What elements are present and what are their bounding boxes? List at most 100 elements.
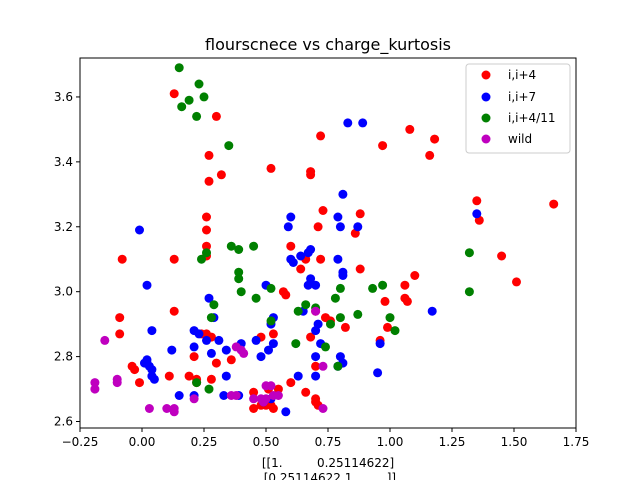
data-points [90,63,559,417]
data-point [261,381,271,391]
data-point [239,348,249,358]
data-point [549,199,559,209]
data-point [385,313,395,323]
data-point [249,394,259,404]
data-point [197,254,206,264]
data-point [373,368,383,378]
data-point [311,280,321,290]
data-point [204,150,214,160]
data-point [234,267,244,277]
data-point [149,374,159,384]
data-point [353,222,363,232]
x-tick-label: 1.75 [563,435,590,449]
data-point [211,358,221,368]
data-point [313,222,323,232]
x-axis-label-line-1: [[1. 0.25114622] [262,456,394,470]
data-point [296,264,306,274]
data-point [202,241,211,251]
data-point [199,92,209,102]
data-point [333,254,343,264]
data-point [338,271,348,280]
data-point [189,394,199,404]
legend-label-i-i-7: i,i+7 [508,90,536,104]
data-point [335,313,345,323]
data-point [192,111,202,121]
data-point [177,102,187,112]
data-point [249,404,259,413]
data-point [301,387,311,397]
y-tick-label: 3.6 [54,90,73,104]
data-point [311,352,321,362]
chart-title: flourscnece vs charge_kurtosis [205,35,451,55]
data-point [189,352,199,362]
data-point [216,170,226,180]
data-point [306,170,316,180]
data-point [204,384,214,394]
data-point [144,404,154,413]
data-point [169,89,179,99]
data-point [236,287,246,297]
data-point [221,345,231,355]
data-point [427,306,437,316]
data-point [472,196,482,206]
x-tick-label: 1.25 [439,435,466,449]
legend-marker-i-i-7 [481,92,491,102]
x-axis-label-line-2: [0.25114622 1. ]] [260,471,396,480]
data-point [221,371,231,381]
y-tick-label: 3.2 [54,220,73,234]
data-point [162,404,172,413]
data-point [115,329,125,339]
data-point [333,212,343,222]
data-point [130,365,140,375]
data-point [249,241,259,251]
data-point [226,355,236,365]
data-point [368,283,378,293]
data-point [112,378,122,388]
data-point [266,283,276,293]
data-point [311,361,321,371]
data-point [283,222,293,232]
data-point [306,274,316,284]
series-wild [90,306,328,417]
data-point [202,212,211,222]
data-point [311,306,321,316]
y-tick-label: 2.8 [54,350,73,364]
data-point [293,371,303,381]
data-point [293,306,303,316]
data-point [234,274,244,284]
data-point [135,378,144,388]
data-point [333,361,343,371]
data-point [184,95,194,105]
data-point [174,63,184,73]
data-point [378,141,388,151]
legend-marker-i-i-4 [481,70,491,80]
legend-label-wild: wild [508,132,532,146]
plot-area-frame [79,57,577,429]
data-point [268,329,278,339]
data-point [281,290,291,300]
legend-marker-wild [481,134,491,144]
data-point [358,118,368,128]
data-point [194,79,204,89]
data-point [147,326,157,336]
data-point [251,335,261,345]
y-tick-label: 3.4 [54,155,73,169]
data-point [90,378,100,388]
data-point [202,225,211,235]
data-point [142,280,152,290]
data-point [430,134,440,144]
data-point [286,212,296,222]
data-point [192,378,202,388]
data-point [206,374,216,384]
data-point [202,248,211,258]
data-point [117,254,127,264]
data-point [390,326,400,336]
data-point [378,280,388,290]
data-point [209,300,219,310]
data-point [306,245,316,254]
x-tick-label: 1.50 [501,435,528,449]
data-point [301,300,311,310]
data-point [214,335,224,345]
data-point [464,248,474,258]
data-point [296,251,306,261]
